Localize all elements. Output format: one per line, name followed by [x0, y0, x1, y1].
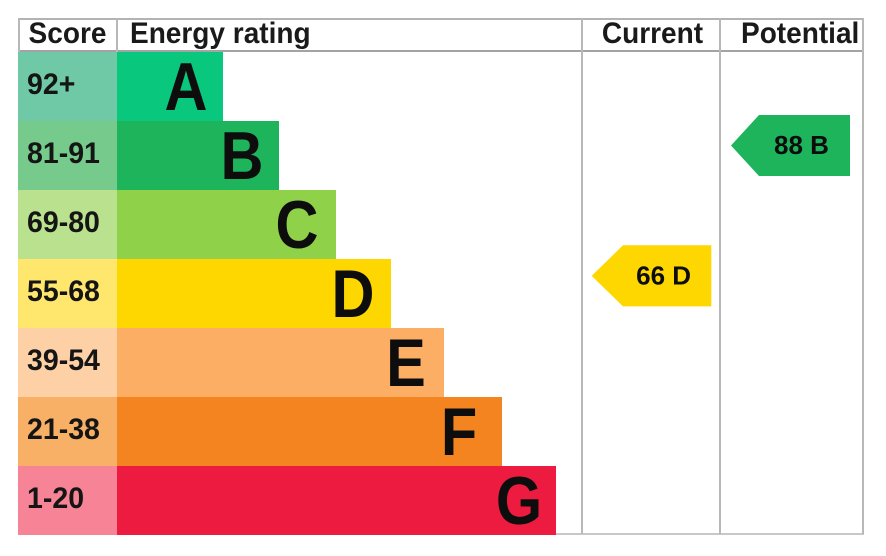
- svg-text:66 D: 66 D: [636, 260, 691, 290]
- svg-text:88 B: 88 B: [774, 130, 829, 160]
